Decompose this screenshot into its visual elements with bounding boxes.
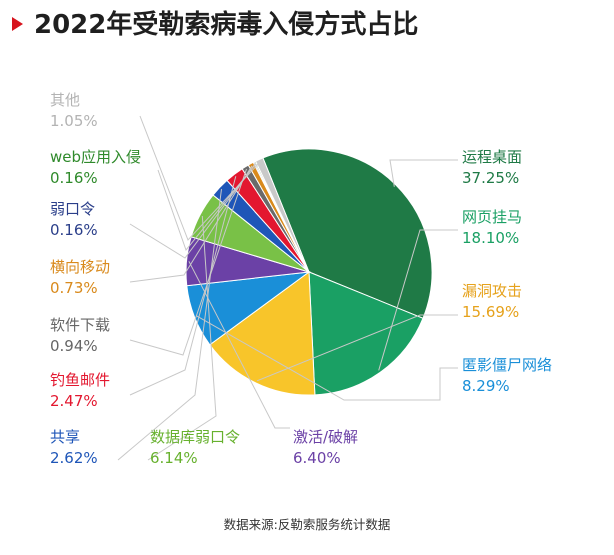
slice-name-label: 软件下载 [50,316,110,334]
slice-value-label: 0.16% [50,169,98,187]
slice-value-label: 2.47% [50,392,98,410]
slice-value-label: 0.73% [50,279,98,297]
slice-name-label: 运程桌面 [462,148,522,166]
slice-name-label: 其他 [50,91,80,109]
source-note: 数据来源:反勒索服务统计数据 [223,517,391,532]
slice-name-label: 钓鱼邮件 [50,371,110,389]
leader-line [139,115,261,241]
slice-name-label: 激活/破解 [293,428,358,446]
title-marker [12,17,23,31]
leader-line [129,168,247,356]
slice-value-label: 8.29% [462,377,510,395]
slice-value-label: 15.69% [462,303,519,321]
slice-value-label: 6.14% [150,449,198,467]
slice-name-label: 数据库弱口令 [150,428,240,446]
slice-name-label: 漏洞攻击 [462,282,522,300]
leader-line [389,159,458,187]
slice-value-label: 6.40% [293,449,341,467]
leader-line [157,163,257,252]
slice-value-label: 2.62% [50,449,98,467]
slice-name-label: 共享 [50,428,80,446]
leader-line [129,164,256,259]
pie-slice [209,271,316,396]
slice-name-label: 网页挂马 [462,208,522,226]
pie-chart: 运程桌面 37.25% 网页挂马 18.10% 漏洞攻击 15.69% 匿影僵尸网络 8.29… [50,91,552,467]
slice-name-label: 横向移动 [50,258,110,276]
leader-line [188,261,290,429]
leader-line [129,165,253,283]
leader-line [378,229,458,371]
slice-name-label: 弱口令 [50,200,95,218]
slice-value-label: 0.16% [50,221,98,239]
slice-value-label: 18.10% [462,229,519,247]
leader-line [256,314,458,382]
leader-line [196,315,458,401]
slice-name-label: web应用入侵 [50,148,141,166]
leader-line [117,189,222,461]
slice-value-label: 37.25% [462,169,519,187]
chart-title: 2022年受勒索病毒入侵方式占比 [34,10,419,40]
slice-name-label: 匿影僵尸网络 [462,356,552,374]
pie-slice [308,271,424,396]
pie-slice [254,157,310,273]
leader-line [147,215,217,461]
pie-slice [262,148,433,319]
leader-line [129,176,237,396]
slice-value-label: 0.94% [50,337,98,355]
slice-value-label: 1.05% [50,112,98,130]
